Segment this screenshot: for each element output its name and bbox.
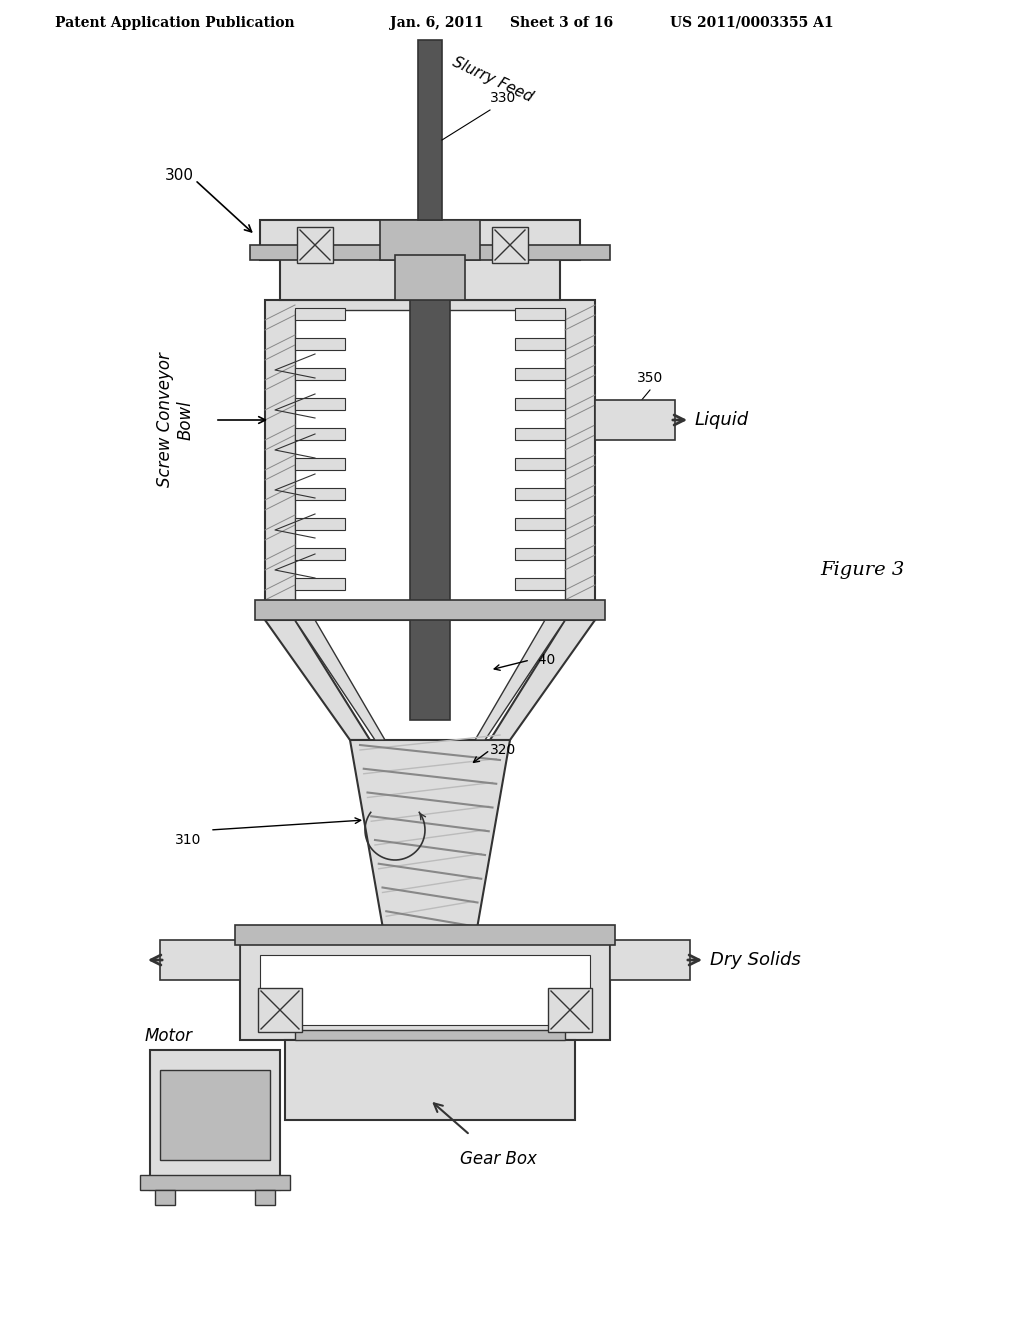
Bar bbox=[160, 940, 240, 979]
Text: 330: 330 bbox=[490, 91, 516, 106]
Bar bbox=[515, 548, 565, 560]
Bar bbox=[492, 227, 528, 263]
Bar bbox=[285, 1040, 575, 1119]
Bar bbox=[610, 940, 690, 979]
Text: Motor: Motor bbox=[145, 1027, 193, 1045]
Bar bbox=[250, 246, 610, 260]
Text: Gear Box: Gear Box bbox=[460, 1150, 537, 1168]
Bar bbox=[295, 428, 345, 440]
Bar bbox=[234, 925, 615, 945]
Bar bbox=[295, 338, 345, 350]
Bar bbox=[515, 308, 565, 319]
Bar bbox=[515, 458, 565, 470]
Bar bbox=[295, 399, 345, 411]
Bar bbox=[295, 548, 345, 560]
Bar bbox=[255, 1191, 275, 1205]
Text: 320: 320 bbox=[490, 743, 516, 756]
Polygon shape bbox=[350, 741, 510, 940]
Text: US 2011/0003355 A1: US 2011/0003355 A1 bbox=[670, 16, 834, 30]
Bar bbox=[295, 458, 345, 470]
Polygon shape bbox=[295, 620, 385, 741]
Bar bbox=[265, 300, 595, 620]
Bar bbox=[515, 428, 565, 440]
Text: Figure 3: Figure 3 bbox=[820, 561, 904, 579]
Bar bbox=[255, 601, 605, 620]
Bar bbox=[260, 954, 590, 1026]
Bar bbox=[295, 1030, 565, 1040]
Bar bbox=[258, 987, 302, 1032]
Bar bbox=[410, 240, 450, 719]
Bar bbox=[515, 338, 565, 350]
Bar bbox=[280, 255, 560, 300]
Polygon shape bbox=[475, 620, 565, 741]
Bar bbox=[260, 220, 580, 260]
Text: Screw Conveyor
Bowl: Screw Conveyor Bowl bbox=[156, 352, 195, 487]
Bar bbox=[515, 517, 565, 531]
Bar bbox=[150, 1049, 280, 1191]
Bar bbox=[295, 308, 345, 319]
Text: 310: 310 bbox=[175, 833, 202, 847]
Text: 300: 300 bbox=[165, 168, 194, 182]
Bar bbox=[418, 40, 442, 220]
Bar bbox=[515, 578, 565, 590]
Bar bbox=[515, 488, 565, 500]
Bar bbox=[295, 517, 345, 531]
Bar bbox=[295, 488, 345, 500]
Text: Liquid: Liquid bbox=[695, 411, 750, 429]
Bar bbox=[515, 368, 565, 380]
Bar bbox=[297, 227, 333, 263]
Bar bbox=[548, 987, 592, 1032]
Text: Patent Application Publication: Patent Application Publication bbox=[55, 16, 295, 30]
Bar bbox=[155, 1191, 175, 1205]
Text: Jan. 6, 2011: Jan. 6, 2011 bbox=[390, 16, 483, 30]
Bar bbox=[140, 1175, 290, 1191]
Bar bbox=[240, 940, 610, 1040]
Bar bbox=[295, 578, 345, 590]
Bar bbox=[515, 399, 565, 411]
Bar bbox=[395, 255, 465, 300]
Polygon shape bbox=[490, 620, 595, 741]
Bar bbox=[595, 400, 675, 440]
Text: Sheet 3 of 16: Sheet 3 of 16 bbox=[510, 16, 613, 30]
Polygon shape bbox=[265, 620, 370, 741]
Bar bbox=[380, 220, 480, 260]
Bar bbox=[295, 368, 345, 380]
Text: Dry Solids: Dry Solids bbox=[710, 950, 801, 969]
Bar bbox=[295, 310, 565, 610]
Text: 340: 340 bbox=[530, 653, 556, 667]
Text: Slurry Feed: Slurry Feed bbox=[450, 54, 536, 106]
Bar bbox=[160, 1071, 270, 1160]
Text: 350: 350 bbox=[637, 371, 664, 385]
